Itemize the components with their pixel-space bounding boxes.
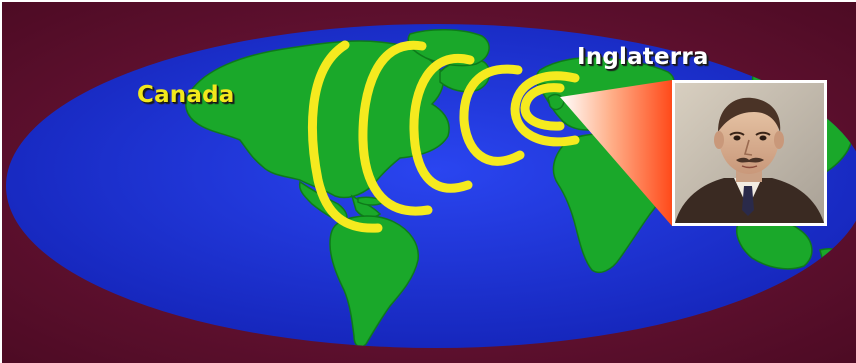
radio-wave-3 (459, 64, 525, 166)
man-portrait-icon (672, 80, 827, 226)
radio-wave-2 (510, 71, 580, 147)
canada-label: Canada (137, 82, 235, 108)
radio-waves (307, 40, 580, 233)
radio-wave-1 (520, 83, 565, 131)
radio-wave-4 (409, 54, 475, 193)
radio-wave-6 (307, 40, 383, 233)
radio-wave-5 (358, 40, 433, 216)
england-label: Inglaterra (577, 44, 709, 70)
portrait (672, 80, 827, 226)
signal-beam (560, 80, 672, 226)
